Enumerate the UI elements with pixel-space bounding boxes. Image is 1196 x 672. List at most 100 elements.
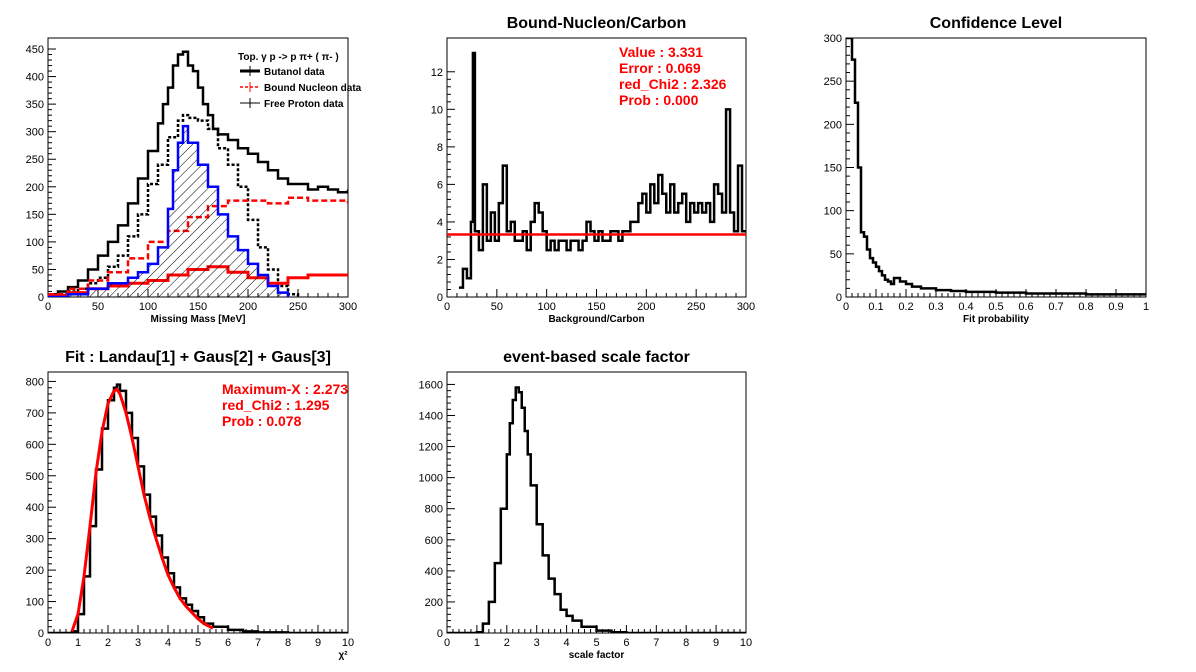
- scale-factor-series-0: [447, 386, 746, 633]
- missing-mass-ytick-label: 300: [26, 127, 44, 139]
- chi2-fit-ytick-label: 100: [26, 597, 44, 609]
- chi2-fit-ytick-label: 800: [26, 376, 44, 388]
- bound-nucleon-xtick-label: 50: [491, 301, 503, 313]
- confidence-level-ytick-label: 50: [830, 249, 842, 261]
- scale-factor-xtick-label: 1: [474, 637, 480, 649]
- bound-nucleon-annotation: red_Chi2 : 2.326: [619, 76, 727, 92]
- scale-factor-xtick-label: 4: [564, 637, 570, 649]
- missing-mass-ytick-label: 50: [32, 264, 44, 276]
- confidence-level-xtick-label: 0.3: [928, 301, 943, 313]
- confidence-level-xtick-label: 0.7: [1048, 301, 1063, 313]
- bound-nucleon-annotation: Value : 3.331: [619, 44, 703, 60]
- scale-factor-xtick-label: 5: [593, 637, 599, 649]
- bound-nucleon-title: Bound-Nucleon/Carbon: [507, 15, 687, 32]
- chi2-fit-xtick-label: 10: [342, 637, 354, 649]
- bound-nucleon-annotation: Error : 0.069: [619, 60, 701, 76]
- missing-mass-xtick-label: 100: [139, 301, 157, 313]
- missing-mass-xtick-label: 50: [92, 301, 104, 313]
- bound-nucleon-panel: Bound-Nucleon/Carbon 0 50 100 150 200 250 300 0 2…: [431, 15, 755, 325]
- confidence-level-xtick-label: 0.4: [958, 301, 973, 313]
- bound-nucleon-xtick-label: 250: [687, 301, 705, 313]
- chi2-fit-xtick-label: 7: [255, 637, 261, 649]
- missing-mass-plot-area: [48, 50, 348, 297]
- scale-factor-ytick-label: 1200: [419, 442, 443, 454]
- confidence-level-ytick-label: 100: [824, 206, 842, 218]
- chi2-fit-annotation: Prob : 0.078: [222, 413, 302, 429]
- scale-factor-xtick-label: 6: [623, 637, 629, 649]
- confidence-level-ytick-label: 250: [824, 76, 842, 88]
- bound-nucleon-xtick-label: 100: [537, 301, 555, 313]
- scale-factor-title: event-based scale factor: [503, 349, 690, 366]
- scale-factor-panel: event-based scale factor 0 1 2 3 4 5 6 7 8 9 10 0 200…: [419, 349, 753, 661]
- confidence-level-xtick-label: 0: [843, 301, 849, 313]
- missing-mass-ytick-label: 150: [26, 209, 44, 221]
- scale-factor-xtick-label: 0: [444, 637, 450, 649]
- chi2-fit-ytick-label: 700: [26, 408, 44, 420]
- chi2-fit-title: Fit : Landau[1] + Gaus[2] + Gaus[3]: [65, 349, 331, 366]
- scale-factor-ytick-label: 0: [437, 628, 443, 640]
- scale-factor-xtick-label: 9: [713, 637, 719, 649]
- chi2-fit-annotation: red_Chi2 : 1.295: [222, 397, 330, 413]
- bound-nucleon-xtick-label: 300: [737, 301, 755, 313]
- missing-mass-series-1: [48, 113, 300, 297]
- confidence-level-panel: Confidence Level 0 0.1 0.2 0.3 0.4 0.5 0.6 0.7 0.…: [824, 15, 1149, 325]
- chi2-fit-ytick-label: 200: [26, 565, 44, 577]
- scale-factor-ytick-label: 800: [425, 504, 443, 516]
- bound-nucleon-series-0: [458, 51, 746, 289]
- bound-nucleon-ytick-label: 2: [437, 254, 443, 266]
- chi2-fit-ytick-label: 600: [26, 439, 44, 451]
- legend-entry: Free Proton data: [264, 99, 344, 110]
- scale-factor-xtick-label: 3: [534, 637, 540, 649]
- chi2-fit-plot-area: [48, 383, 348, 633]
- chi2-fit-ytick-label: 0: [38, 628, 44, 640]
- bound-nucleon-plot-area: [458, 51, 746, 289]
- chi2-fit-annotation: Maximum-X : 2.273: [222, 381, 348, 397]
- missing-mass-panel: 0 50 100 150 200 250 300 0 50 100 150 200 250 300 350 4…: [26, 37, 362, 325]
- scale-factor-ytick-label: 600: [425, 535, 443, 547]
- missing-mass-xtick-label: 200: [239, 301, 257, 313]
- chi2-fit-xlabel: χ²: [338, 650, 348, 661]
- scale-factor-xtick-label: 8: [683, 637, 689, 649]
- chi2-fit-xtick-label: 8: [285, 637, 291, 649]
- missing-mass-ytick-label: 450: [26, 44, 44, 56]
- chi2-fit-xtick-label: 5: [195, 637, 201, 649]
- bound-nucleon-ytick-label: 0: [437, 292, 443, 304]
- bound-nucleon-ytick-label: 10: [431, 104, 443, 116]
- missing-mass-ytick-label: 400: [26, 72, 44, 84]
- missing-mass-xtick-label: 300: [339, 301, 357, 313]
- chi2-fit-xtick-label: 6: [225, 637, 231, 649]
- confidence-level-xtick-label: 0.5: [988, 301, 1003, 313]
- scale-factor-xtick-label: 10: [740, 637, 752, 649]
- confidence-level-ytick-label: 300: [824, 33, 842, 45]
- chi2-fit-panel: Fit : Landau[1] + Gaus[2] + Gaus[3] 0 1 2 3 4…: [26, 349, 354, 661]
- missing-mass-series-0: [48, 50, 348, 296]
- legend-title: Top. γ p -> p π+ ( π- ): [238, 52, 339, 63]
- chi2-fit-xtick-label: 9: [315, 637, 321, 649]
- missing-mass-series-4: [48, 124, 290, 297]
- confidence-level-xtick-label: 0.9: [1108, 301, 1123, 313]
- missing-mass-xtick-label: 0: [45, 301, 51, 313]
- bound-nucleon-annotation: Prob : 0.000: [619, 92, 699, 108]
- missing-mass-ytick-label: 200: [26, 182, 44, 194]
- legend-entry: Bound Nucleon data: [264, 83, 362, 94]
- legend-entry: Butanol data: [264, 67, 325, 78]
- chi2-fit-xtick-label: 4: [165, 637, 171, 649]
- chi2-fit-xtick-label: 2: [105, 637, 111, 649]
- missing-mass-xtick-label: 150: [189, 301, 207, 313]
- confidence-level-frame: [845, 37, 1147, 298]
- scale-factor-plot-area: [447, 386, 746, 633]
- scale-factor-ytick-label: 1000: [419, 473, 443, 485]
- bound-nucleon-ytick-label: 4: [437, 217, 443, 229]
- confidence-level-ytick-label: 0: [836, 292, 842, 304]
- confidence-level-ytick-label: 200: [824, 119, 842, 131]
- confidence-level-ytick-label: 150: [824, 163, 842, 175]
- bound-nucleon-xtick-label: 150: [587, 301, 605, 313]
- bound-nucleon-ytick-label: 12: [431, 67, 443, 79]
- missing-mass-xtick-label: 250: [289, 301, 307, 313]
- bound-nucleon-xtick-label: 0: [444, 301, 450, 313]
- bound-nucleon-ytick-label: 8: [437, 142, 443, 154]
- bound-nucleon-xtick-label: 200: [637, 301, 655, 313]
- bound-nucleon-xlabel: Background/Carbon: [548, 314, 644, 325]
- chi2-fit-xtick-label: 1: [75, 637, 81, 649]
